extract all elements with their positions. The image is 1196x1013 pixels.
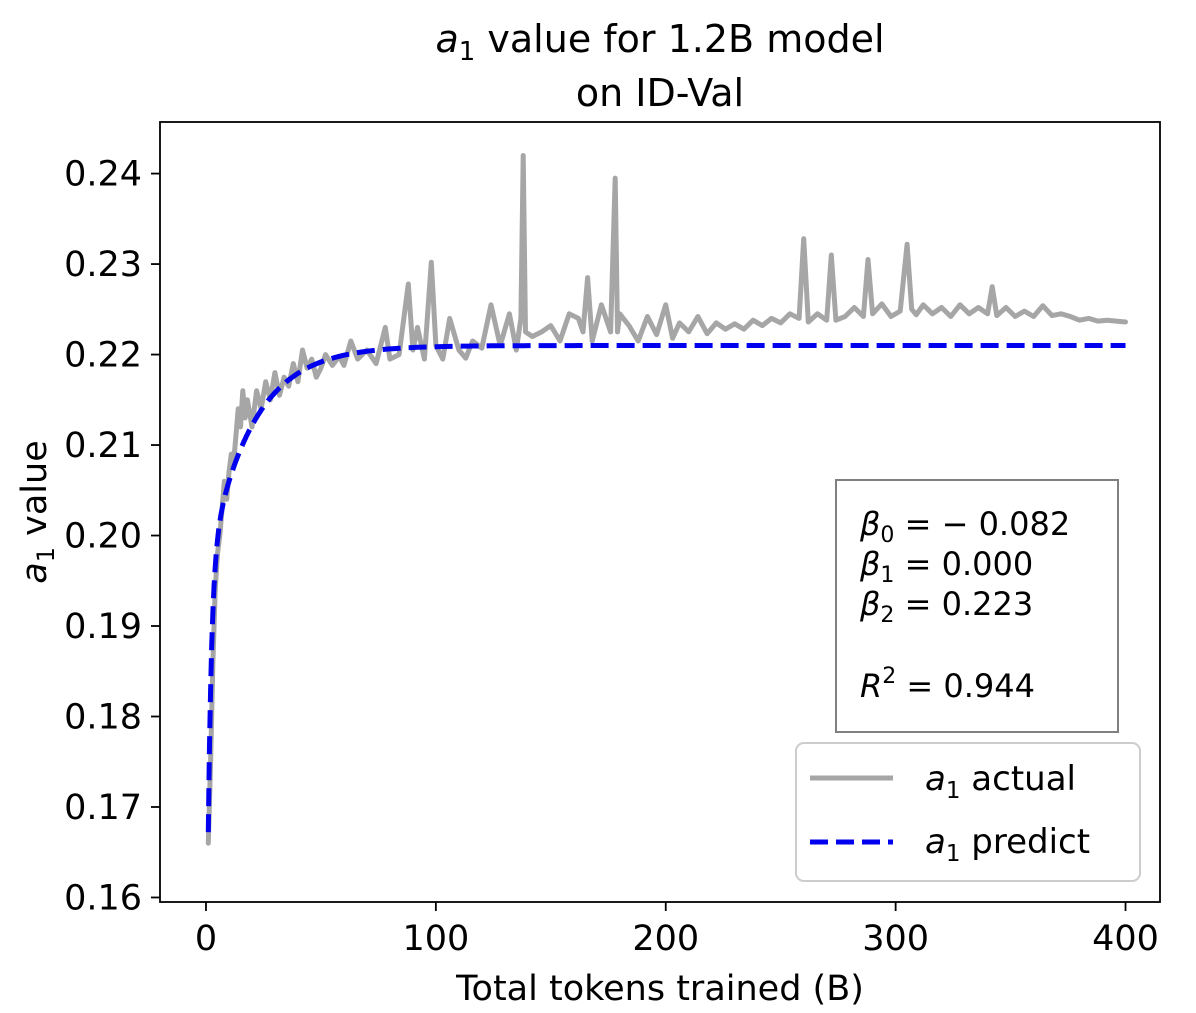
annotation-r-squared: R2 = 0.944 xyxy=(860,664,1035,705)
y-tick-label-5: 0.21 xyxy=(64,426,142,466)
series-line-predict xyxy=(205,343,1126,833)
y-tick-label-7: 0.23 xyxy=(64,245,142,285)
x-tick-label-1: 100 xyxy=(402,919,469,959)
y-tick-label-2: 0.18 xyxy=(64,698,142,738)
legend: a1 actual a1 predict xyxy=(795,742,1141,882)
y-tick-label-4: 0.20 xyxy=(64,517,142,557)
y-tick-label-6: 0.22 xyxy=(64,336,142,376)
x-tick-label-4: 400 xyxy=(1092,919,1159,959)
annotation-box xyxy=(835,479,1119,733)
y-tick-label-1: 0.17 xyxy=(64,788,142,828)
annotation-beta0: β0 = − 0.082 xyxy=(859,505,1070,548)
fit-annotation: β0 = − 0.082 β1 = 0.000 β2 = 0.223 R2 = … xyxy=(835,479,1119,733)
legend-label-actual: a1 actual xyxy=(925,759,1076,804)
chart-title-line2: on ID-Val xyxy=(575,71,745,115)
legend-label-predict: a1 predict xyxy=(925,822,1090,867)
y-tick-label-3: 0.19 xyxy=(64,607,142,647)
y-tick-label-8: 0.24 xyxy=(64,155,142,195)
x-axis-label: Total tokens trained (B) xyxy=(455,969,864,1009)
x-tick-label-2: 200 xyxy=(632,919,699,959)
series-line-actual xyxy=(205,153,1128,846)
x-tick-label-0: 0 xyxy=(195,919,217,959)
annotation-beta1: β1 = 0.000 xyxy=(859,545,1033,588)
plot-frame xyxy=(159,121,1161,903)
x-tick-label-3: 300 xyxy=(862,919,929,959)
y-tick-label-0: 0.16 xyxy=(64,878,142,918)
y-axis-label: a1 value xyxy=(15,440,60,583)
chart-title-line1: a1 value for 1.2B model xyxy=(435,17,885,67)
annotation-beta2: β2 = 0.223 xyxy=(859,585,1033,628)
